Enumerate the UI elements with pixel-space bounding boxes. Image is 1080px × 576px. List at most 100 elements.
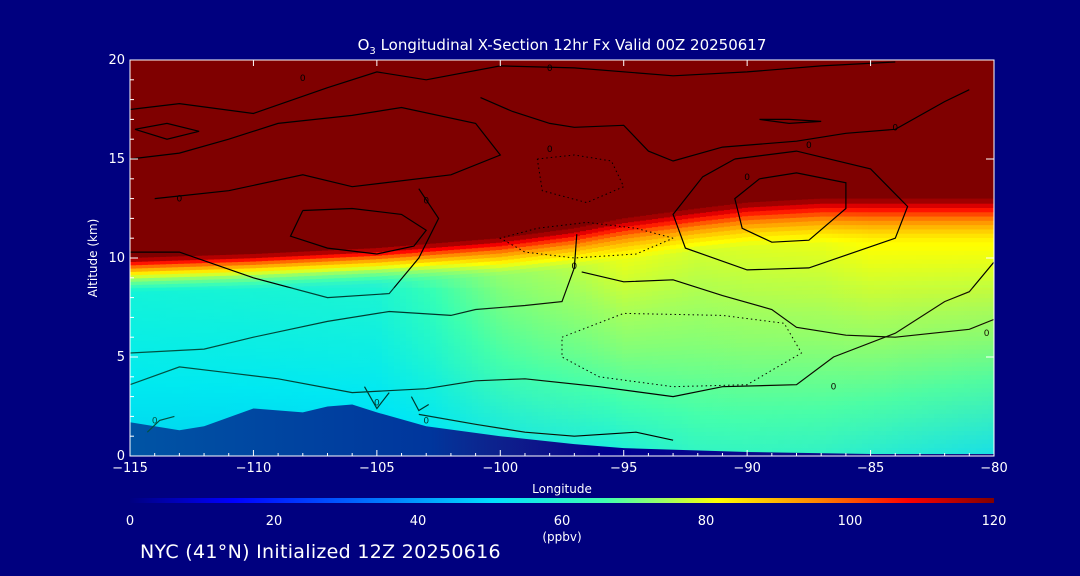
field-cell — [292, 265, 299, 270]
field-cell — [508, 273, 515, 278]
field-cell — [586, 283, 593, 288]
field-cell — [376, 258, 383, 263]
field-cell — [244, 284, 251, 289]
field-cell — [406, 277, 413, 282]
field-cell — [430, 279, 437, 284]
field-cell — [562, 229, 569, 235]
field-cell — [568, 277, 575, 283]
field-cell — [226, 285, 233, 290]
field-cell — [592, 235, 599, 241]
field-cell — [520, 283, 527, 288]
field-cell — [142, 270, 149, 275]
field-cell — [610, 255, 617, 261]
field-cell — [568, 251, 575, 257]
field-cell — [538, 255, 545, 260]
field-cell — [478, 264, 485, 270]
field-cell — [298, 258, 305, 263]
field-cell — [232, 284, 239, 289]
field-cell — [568, 266, 575, 272]
field-cell — [604, 268, 611, 274]
field-cell — [472, 251, 479, 256]
field-cell — [226, 264, 233, 270]
field-cell — [562, 259, 569, 265]
field-cell — [268, 259, 275, 265]
field-cell — [532, 233, 539, 239]
field-cell — [580, 234, 587, 239]
field-cell — [550, 257, 557, 262]
field-cell — [442, 253, 449, 258]
field-cell — [460, 244, 467, 250]
field-cell — [394, 274, 401, 279]
field-cell — [172, 283, 179, 288]
field-cell — [196, 259, 203, 264]
field-cell — [556, 271, 563, 277]
field-cell — [400, 270, 407, 275]
field-cell — [268, 283, 275, 288]
field-cell — [382, 264, 389, 270]
field-cell — [196, 279, 203, 284]
field-cell — [472, 265, 479, 270]
field-cell — [286, 276, 293, 281]
field-cell — [160, 266, 167, 272]
field-cell — [406, 249, 413, 254]
field-cell — [502, 259, 509, 264]
field-cell — [574, 246, 581, 252]
field-cell — [448, 256, 455, 261]
field-cell — [562, 233, 569, 238]
field-cell — [520, 246, 527, 251]
field-cell — [328, 274, 335, 279]
field-cell — [502, 277, 509, 283]
field-cell — [226, 254, 233, 259]
field-cell — [430, 261, 437, 266]
field-cell — [334, 260, 341, 265]
field-cell — [232, 261, 239, 266]
field-cell — [568, 270, 575, 275]
field-cell — [538, 269, 545, 275]
field-cell — [592, 266, 599, 272]
field-cell — [430, 268, 437, 273]
field-cell — [580, 226, 587, 232]
field-cell — [538, 277, 545, 282]
field-cell — [556, 267, 563, 273]
field-cell — [424, 247, 431, 252]
field-cell — [358, 269, 365, 274]
field-cell — [520, 260, 527, 266]
field-cell — [334, 263, 341, 268]
field-cell — [598, 281, 605, 286]
field-cell — [304, 261, 311, 266]
field-cell — [256, 273, 263, 279]
field-cell — [460, 266, 467, 271]
field-cell — [478, 246, 485, 252]
field-cell — [370, 282, 377, 288]
field-cell — [430, 271, 437, 277]
field-cell — [406, 284, 413, 289]
field-cell — [520, 257, 527, 262]
field-cell — [532, 259, 539, 265]
field-cell — [616, 246, 623, 252]
field-cell — [244, 277, 251, 282]
field-cell — [502, 281, 509, 286]
field-cell — [424, 268, 431, 274]
field-cell — [598, 269, 605, 275]
field-cell — [358, 273, 365, 278]
field-cell — [544, 273, 551, 278]
field-cell — [622, 249, 629, 255]
field-cell — [340, 266, 347, 272]
field-cell — [574, 227, 581, 233]
field-cell — [526, 275, 533, 280]
field-cell — [556, 275, 563, 281]
field-cell — [358, 283, 365, 288]
field-cell — [238, 261, 245, 266]
field-cell — [262, 253, 269, 258]
field-cell — [496, 260, 503, 265]
field-cell — [418, 272, 425, 278]
field-cell — [598, 246, 605, 251]
field-cell — [382, 254, 389, 259]
field-cell — [490, 274, 497, 280]
field-cell — [568, 232, 575, 238]
field-cell — [586, 259, 593, 265]
field-cell — [232, 271, 239, 276]
field-cell — [130, 264, 137, 269]
field-cell — [538, 281, 545, 286]
